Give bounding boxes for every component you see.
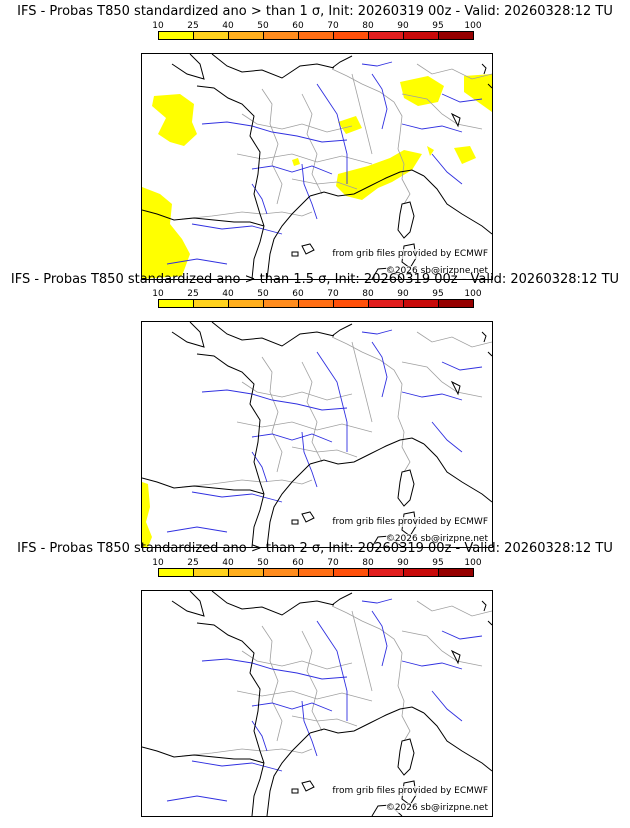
scale-cell <box>299 32 334 39</box>
scale-cell <box>194 32 229 39</box>
probability-areas <box>142 74 492 279</box>
scale-cell <box>159 300 194 307</box>
scale-cell <box>334 32 369 39</box>
source-credit: from grib files provided by ECMWF <box>332 517 488 527</box>
scale-tick: 50 <box>257 558 269 568</box>
color-scale-labels: 10 25 40 50 60 70 80 90 95 100 <box>152 21 482 31</box>
map-canvas <box>142 591 492 816</box>
probability-map: from grib files provided by ECMWF ©2026 … <box>141 53 493 280</box>
color-scale-labels: 10 25 40 50 60 70 80 90 95 100 <box>152 558 482 568</box>
scale-cell <box>369 569 404 576</box>
scale-tick: 50 <box>257 289 269 299</box>
scale-tick: 60 <box>292 558 304 568</box>
scale-tick: 70 <box>327 289 339 299</box>
rivers <box>166 329 483 533</box>
probability-areas <box>142 482 152 547</box>
panel-title: IFS - Probas T850 standardized ano > tha… <box>17 541 613 556</box>
map-canvas <box>142 322 492 547</box>
scale-cell <box>229 32 264 39</box>
scale-tick: 80 <box>362 558 374 568</box>
scale-cell <box>439 300 473 307</box>
scale-tick: 40 <box>222 558 234 568</box>
scale-cell <box>264 32 299 39</box>
scale-tick: 10 <box>152 21 164 31</box>
map-canvas <box>142 54 492 279</box>
scale-cell <box>229 569 264 576</box>
scale-tick: 80 <box>362 21 374 31</box>
scale-cell <box>439 569 473 576</box>
source-credit: from grib files provided by ECMWF <box>332 249 488 259</box>
scale-tick: 90 <box>397 289 409 299</box>
color-scale-bar <box>158 568 474 577</box>
rivers <box>166 61 483 265</box>
scale-cell <box>404 300 439 307</box>
scale-cell <box>369 32 404 39</box>
scale-cell <box>264 569 299 576</box>
scale-cell <box>229 300 264 307</box>
copyright-credit: ©2026 sb@irizpne.net <box>385 266 488 276</box>
scale-tick: 95 <box>432 558 444 568</box>
scale-cell <box>159 569 194 576</box>
scale-cell <box>334 569 369 576</box>
scale-cell <box>159 32 194 39</box>
country-borders <box>181 331 492 488</box>
scale-cell <box>369 300 404 307</box>
scale-tick: 95 <box>432 289 444 299</box>
scale-tick: 70 <box>327 558 339 568</box>
rivers <box>166 598 483 802</box>
probability-map: from grib files provided by ECMWF ©2026 … <box>141 321 493 548</box>
scale-tick: 25 <box>187 21 199 31</box>
color-scale-bar <box>158 299 474 308</box>
coastline <box>142 322 492 547</box>
coastline <box>142 591 492 816</box>
scale-tick: 40 <box>222 289 234 299</box>
coastline <box>142 54 492 279</box>
scale-cell <box>264 300 299 307</box>
scale-cell <box>404 32 439 39</box>
scale-cell <box>299 569 334 576</box>
scale-tick: 80 <box>362 289 374 299</box>
panel-title: IFS - Probas T850 standardized ano > tha… <box>10 272 620 287</box>
scale-tick: 70 <box>327 21 339 31</box>
scale-tick: 95 <box>432 21 444 31</box>
scale-tick: 25 <box>187 289 199 299</box>
copyright-credit: ©2026 sb@irizpne.net <box>385 534 488 544</box>
scale-cell <box>404 569 439 576</box>
copyright-credit: ©2026 sb@irizpne.net <box>385 803 488 813</box>
map-panel-2: IFS - Probas T850 standardized ano > tha… <box>0 272 630 548</box>
panel-title: IFS - Probas T850 standardized ano > tha… <box>17 4 613 19</box>
scale-tick: 60 <box>292 21 304 31</box>
color-scale-bar <box>158 31 474 40</box>
country-borders <box>181 600 492 757</box>
scale-tick: 90 <box>397 558 409 568</box>
scale-tick: 90 <box>397 21 409 31</box>
map-panel-1: IFS - Probas T850 standardized ano > tha… <box>0 4 630 280</box>
scale-tick: 25 <box>187 558 199 568</box>
probability-map: from grib files provided by ECMWF ©2026 … <box>141 590 493 817</box>
scale-tick: 10 <box>152 558 164 568</box>
scale-cell <box>194 300 229 307</box>
source-credit: from grib files provided by ECMWF <box>332 786 488 796</box>
scale-tick: 50 <box>257 21 269 31</box>
scale-tick: 100 <box>464 558 482 568</box>
map-panel-3: IFS - Probas T850 standardized ano > tha… <box>0 541 630 817</box>
scale-cell <box>194 569 229 576</box>
color-scale-labels: 10 25 40 50 60 70 80 90 95 100 <box>152 289 482 299</box>
scale-cell <box>439 32 473 39</box>
scale-tick: 40 <box>222 21 234 31</box>
scale-tick: 100 <box>464 21 482 31</box>
scale-cell <box>299 300 334 307</box>
scale-tick: 10 <box>152 289 164 299</box>
scale-cell <box>334 300 369 307</box>
scale-tick: 60 <box>292 289 304 299</box>
scale-tick: 100 <box>464 289 482 299</box>
